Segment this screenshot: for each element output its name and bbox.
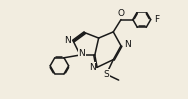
Text: N: N bbox=[78, 49, 85, 58]
Text: S: S bbox=[103, 70, 109, 79]
Text: N: N bbox=[124, 40, 130, 50]
Text: O: O bbox=[118, 9, 124, 18]
Text: F: F bbox=[154, 15, 159, 24]
Text: N: N bbox=[64, 36, 70, 45]
Text: N: N bbox=[89, 63, 96, 72]
